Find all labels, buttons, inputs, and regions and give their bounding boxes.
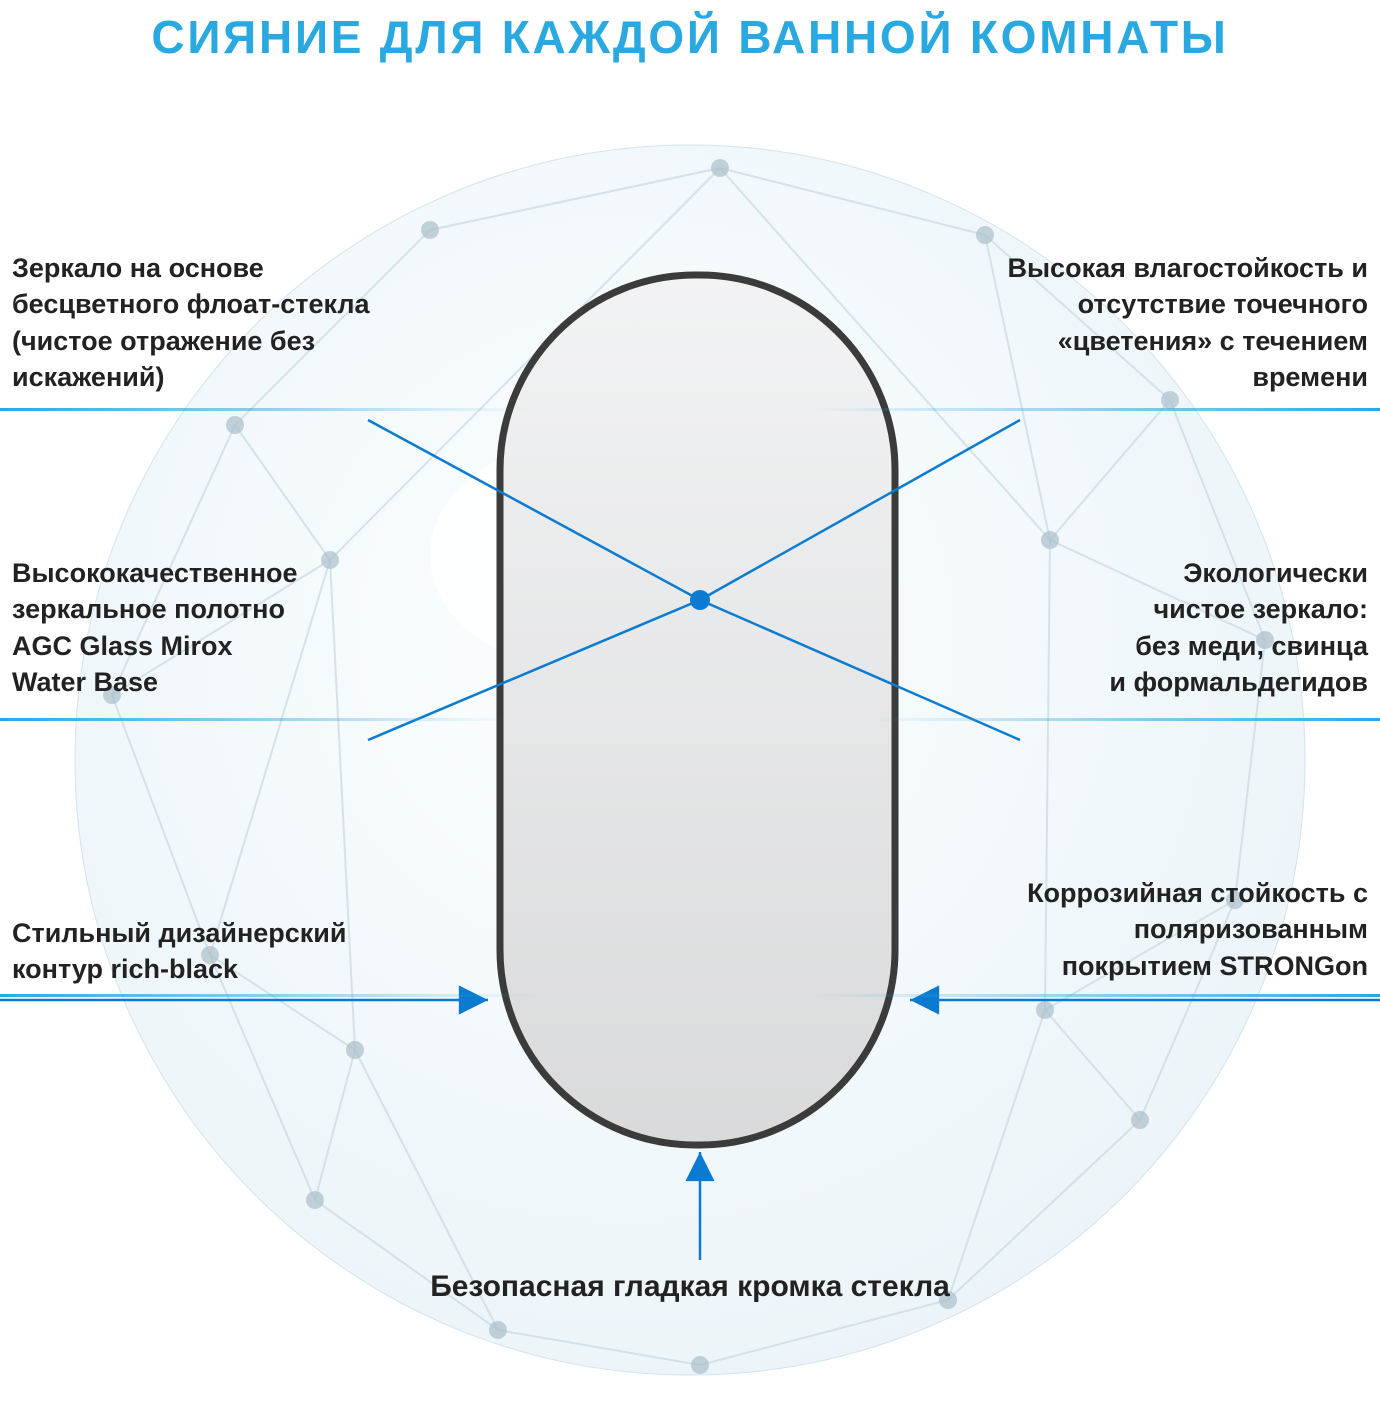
callout-line: бесцветного флоат-стекла bbox=[12, 286, 412, 322]
callout-underline bbox=[870, 718, 1380, 721]
callout-underline bbox=[0, 994, 540, 997]
callout-right: Высокая влагостойкость иотсутствие точеч… bbox=[928, 250, 1368, 396]
callout-left: Зеркало на основебесцветного флоат-стекл… bbox=[12, 250, 412, 396]
pointer-line bbox=[368, 420, 700, 600]
callout-underline bbox=[810, 408, 1380, 411]
callout-line: AGC Glass Mirox bbox=[12, 628, 392, 664]
network-edge bbox=[948, 1010, 1045, 1300]
callout-line: отсутствие точечного bbox=[928, 286, 1368, 322]
bubble-highlight bbox=[430, 445, 710, 665]
callout-left: Стильный дизайнерскийконтур rich-black bbox=[12, 915, 422, 988]
pointer-line bbox=[368, 600, 700, 740]
callout-line: поляризованным bbox=[928, 911, 1368, 947]
callout-line: покрытием STRONGon bbox=[928, 948, 1368, 984]
network-edge bbox=[235, 425, 330, 560]
callout-line: без меди, свинца bbox=[988, 628, 1368, 664]
callout-line: времени bbox=[928, 359, 1368, 395]
callout-left: Высококачественноезеркальное полотноAGC … bbox=[12, 555, 392, 701]
network-node bbox=[711, 159, 729, 177]
callout-right: Коррозийная стойкость споляризованнымпок… bbox=[928, 875, 1368, 984]
callout-line: «цветения» с течением bbox=[928, 323, 1368, 359]
network-node bbox=[226, 416, 244, 434]
callout-line: Стильный дизайнерский bbox=[12, 915, 422, 951]
pointer-line bbox=[700, 420, 1020, 600]
network-node bbox=[976, 226, 994, 244]
callout-line: искажений) bbox=[12, 359, 412, 395]
callout-line: Коррозийная стойкость с bbox=[928, 875, 1368, 911]
callout-line: Высокая влагостойкость и bbox=[928, 250, 1368, 286]
network-edge bbox=[700, 1300, 948, 1365]
callout-underline bbox=[810, 994, 1380, 997]
callout-line: и формальдегидов bbox=[988, 664, 1368, 700]
callout-line: контур rich-black bbox=[12, 951, 422, 987]
network-edge bbox=[720, 168, 985, 235]
callout-underline bbox=[0, 718, 510, 721]
network-edge bbox=[315, 1200, 498, 1330]
network-node bbox=[1131, 1111, 1149, 1129]
callout-line: Экологически bbox=[988, 555, 1368, 591]
callout-underline bbox=[0, 408, 530, 411]
network-node bbox=[421, 221, 439, 239]
infographic-stage: СИЯНИЕ ДЛЯ КАЖДОЙ ВАННОЙ КОМНАТЫ Зеркало… bbox=[0, 0, 1380, 1420]
callout-right: Экологическичистое зеркало:без меди, сви… bbox=[988, 555, 1368, 701]
network-node bbox=[306, 1191, 324, 1209]
network-node bbox=[489, 1321, 507, 1339]
network-node bbox=[691, 1356, 709, 1374]
diagram-svg bbox=[0, 0, 1380, 1420]
network-node bbox=[346, 1041, 364, 1059]
callout-line: Высококачественное bbox=[12, 555, 392, 591]
callout-line: Water Base bbox=[12, 664, 392, 700]
callout-line: (чистое отражение без bbox=[12, 323, 412, 359]
pointer-line bbox=[700, 600, 1020, 740]
network-edge bbox=[315, 1050, 355, 1200]
center-dot bbox=[690, 590, 710, 610]
network-edge bbox=[210, 955, 315, 1200]
network-edge bbox=[498, 1330, 700, 1365]
mirror-shape bbox=[500, 275, 895, 1145]
main-title: СИЯНИЕ ДЛЯ КАЖДОЙ ВАННОЙ КОМНАТЫ bbox=[0, 10, 1380, 64]
network-edge bbox=[1050, 400, 1170, 540]
network-edge bbox=[430, 168, 720, 230]
network-node bbox=[1041, 531, 1059, 549]
bottom-callout: Безопасная гладкая кромка стекла bbox=[0, 1270, 1380, 1304]
callout-line: зеркальное полотно bbox=[12, 591, 392, 627]
callout-line: Зеркало на основе bbox=[12, 250, 412, 286]
network-edge bbox=[1045, 1010, 1140, 1120]
callout-line: чистое зеркало: bbox=[988, 591, 1368, 627]
network-node bbox=[1036, 1001, 1054, 1019]
